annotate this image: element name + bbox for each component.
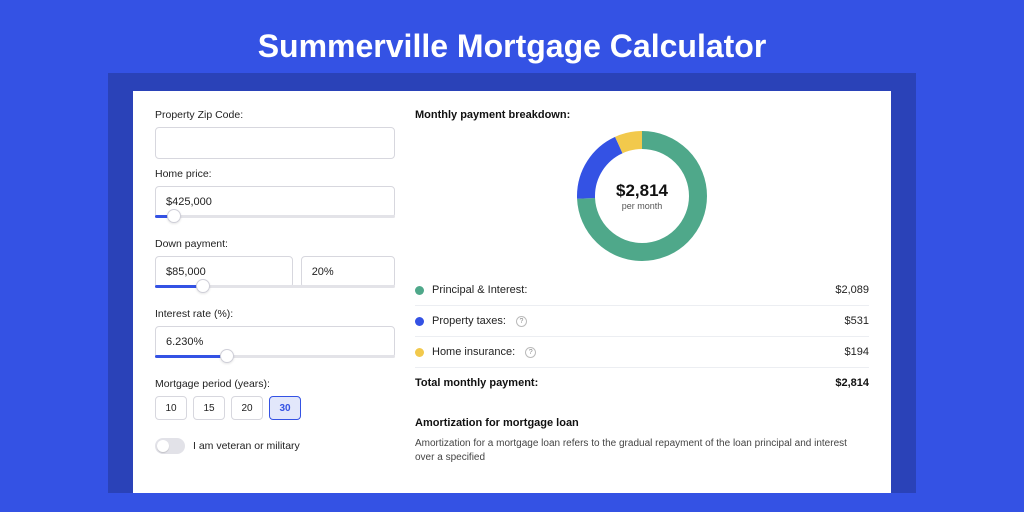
zip-input[interactable] <box>155 127 395 159</box>
amortization-body: Amortization for a mortgage loan refers … <box>415 437 869 465</box>
period-button-30[interactable]: 30 <box>269 396 301 420</box>
breakdown-column: Monthly payment breakdown: $2,814 per mo… <box>415 109 869 493</box>
legend-value: $194 <box>845 346 869 358</box>
down-payment-slider[interactable] <box>155 285 395 299</box>
legend-label: Home insurance: <box>432 346 515 358</box>
veteran-row: I am veteran or military <box>155 438 395 454</box>
period-label: Mortgage period (years): <box>155 378 395 390</box>
calculator-panel: Property Zip Code: Home price: Down paym… <box>133 91 891 493</box>
total-value: $2,814 <box>835 377 869 389</box>
legend-row: Principal & Interest: $2,089 <box>415 275 869 306</box>
zip-label: Property Zip Code: <box>155 109 395 121</box>
legend-value: $2,089 <box>835 284 869 296</box>
home-price-input[interactable] <box>155 186 395 218</box>
interest-input[interactable] <box>155 326 395 358</box>
home-price-label: Home price: <box>155 168 395 180</box>
form-column: Property Zip Code: Home price: Down paym… <box>155 109 395 493</box>
legend: Principal & Interest: $2,089 Property taxe… <box>415 275 869 367</box>
legend-dot-icon <box>415 348 424 357</box>
legend-dot-icon <box>415 286 424 295</box>
slider-thumb[interactable] <box>220 349 234 363</box>
legend-dot-icon <box>415 317 424 326</box>
inner-band: Property Zip Code: Home price: Down paym… <box>108 73 916 493</box>
page-title: Summerville Mortgage Calculator <box>0 0 1024 73</box>
total-label: Total monthly payment: <box>415 377 538 389</box>
page-root: Summerville Mortgage Calculator Property… <box>0 0 1024 512</box>
down-payment-pct-input[interactable] <box>301 256 395 288</box>
interest-slider[interactable] <box>155 355 395 369</box>
down-payment-label: Down payment: <box>155 238 395 250</box>
home-price-slider[interactable] <box>155 215 395 229</box>
legend-row: Property taxes:? $531 <box>415 306 869 337</box>
veteran-toggle[interactable] <box>155 438 185 454</box>
legend-row: Home insurance:? $194 <box>415 337 869 367</box>
info-icon[interactable]: ? <box>525 347 536 358</box>
period-buttons: 10152030 <box>155 396 395 420</box>
total-row: Total monthly payment: $2,814 <box>415 367 869 403</box>
donut-value: $2,814 <box>616 181 668 201</box>
donut-sublabel: per month <box>622 201 663 211</box>
legend-label: Principal & Interest: <box>432 284 527 296</box>
amortization-heading: Amortization for mortgage loan <box>415 417 869 429</box>
donut-chart: $2,814 per month <box>415 131 869 261</box>
breakdown-heading: Monthly payment breakdown: <box>415 109 869 121</box>
period-button-15[interactable]: 15 <box>193 396 225 420</box>
info-icon[interactable]: ? <box>516 316 527 327</box>
down-payment-input[interactable] <box>155 256 293 288</box>
slider-thumb[interactable] <box>167 209 181 223</box>
veteran-label: I am veteran or military <box>193 440 300 452</box>
period-button-10[interactable]: 10 <box>155 396 187 420</box>
period-button-20[interactable]: 20 <box>231 396 263 420</box>
slider-thumb[interactable] <box>196 279 210 293</box>
legend-label: Property taxes: <box>432 315 506 327</box>
legend-value: $531 <box>845 315 869 327</box>
interest-label: Interest rate (%): <box>155 308 395 320</box>
